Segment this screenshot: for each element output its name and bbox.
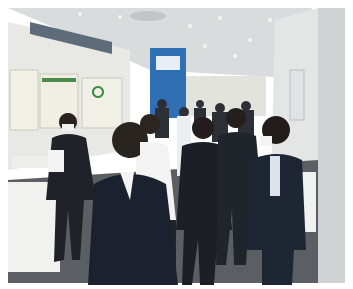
poster-band — [42, 78, 76, 82]
photo-scene — [0, 0, 353, 289]
ceiling-vent — [130, 11, 166, 21]
blue-sign — [156, 56, 180, 70]
poster — [82, 78, 122, 128]
poster — [290, 70, 304, 120]
right-pillar — [318, 8, 345, 283]
poster — [10, 70, 38, 130]
page: (() => { const data = JSON.parse(documen… — [0, 0, 353, 289]
